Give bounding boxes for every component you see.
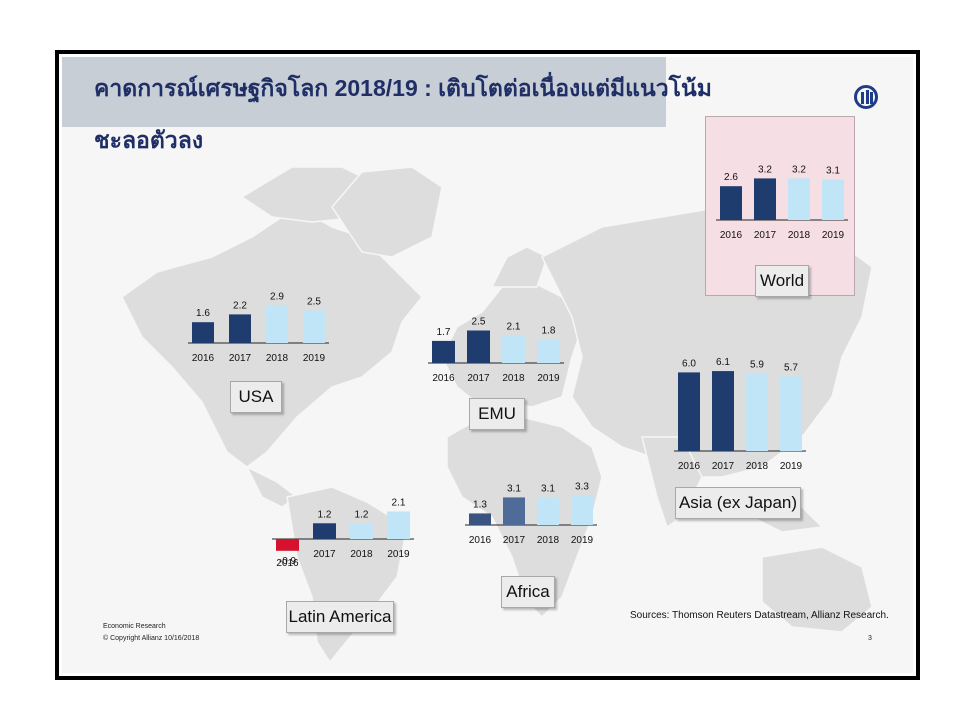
tick-label-world-2019: 2019 (822, 230, 845, 241)
footer-org: Economic Research (103, 623, 166, 630)
footer-copyright: © Copyright Allianz 10/16/2018 (103, 635, 200, 642)
region-label-latin-america: Latin America (286, 601, 394, 633)
tick-label-latam-2018: 2018 (350, 549, 373, 560)
value-label-asia-2018: 5.9 (750, 360, 764, 371)
value-label-africa-2018: 3.1 (541, 483, 555, 494)
tick-label-asia-2018: 2018 (746, 461, 769, 472)
bar-asia-2019 (780, 376, 802, 451)
page-title: คาดการณ์เศรษฐกิจโลก 2018/19 : เติบโตต่อเ… (94, 75, 712, 101)
region-label-emu: EMU (469, 398, 525, 430)
bar-emu-2017 (467, 330, 490, 363)
tick-label-asia-2016: 2016 (678, 461, 701, 472)
value-label-world-2018: 3.2 (792, 164, 806, 175)
value-label-usa-2019: 2.5 (307, 297, 321, 308)
tick-label-latam-2019: 2019 (387, 549, 410, 560)
tick-label-latam-2016: 2016 (276, 558, 299, 569)
title-band (62, 57, 666, 127)
bar-latam-2017 (313, 523, 336, 539)
bar-charts-layer: 2.6 2016 3.2 2017 3.2 2018 3.1 2019 1.6 2016 2.2 20… (188, 164, 848, 569)
value-label-asia-2019: 5.7 (784, 362, 798, 373)
bar-emu-2019 (537, 339, 560, 363)
region-label-usa: USA (230, 381, 282, 413)
tick-label-emu-2019: 2019 (537, 373, 560, 384)
tick-label-world-2018: 2018 (788, 230, 811, 241)
allianz-logo-icon (854, 85, 878, 109)
bar-world-2018 (788, 178, 810, 220)
bar-latam-2018 (350, 523, 373, 539)
value-label-usa-2018: 2.9 (270, 291, 284, 302)
bar-usa-2018 (266, 305, 288, 343)
tick-label-emu-2018: 2018 (502, 373, 525, 384)
sources-note: Sources: Thomson Reuters Datastream, All… (630, 610, 889, 621)
map-australia (761, 546, 873, 633)
value-label-world-2016: 2.6 (724, 172, 738, 183)
region-label-world: World (755, 265, 809, 297)
tick-label-emu-2016: 2016 (432, 373, 455, 384)
tick-label-asia-2017: 2017 (712, 461, 735, 472)
tick-label-africa-2017: 2017 (503, 535, 526, 546)
value-label-usa-2016: 1.6 (196, 308, 210, 319)
bar-africa-2017 (503, 497, 525, 525)
page-number: 3 (868, 635, 872, 642)
bar-world-2017 (754, 178, 776, 220)
tick-label-emu-2017: 2017 (467, 373, 490, 384)
tick-label-usa-2017: 2017 (229, 353, 252, 364)
value-label-latam-2019: 2.1 (392, 497, 406, 508)
bar-usa-2019 (303, 310, 325, 343)
value-label-world-2017: 3.2 (758, 164, 772, 175)
value-label-africa-2016: 1.3 (473, 499, 487, 510)
value-label-latam-2017: 1.2 (318, 509, 332, 520)
bar-africa-2018 (537, 497, 559, 525)
bar-world-2016 (720, 186, 742, 220)
slide: คาดการณ์เศรษฐกิจโลก 2018/19 : เติบโตต่อเ… (62, 57, 913, 673)
bar-emu-2016 (432, 340, 455, 363)
value-label-asia-2016: 6.0 (682, 358, 696, 369)
value-label-emu-2016: 1.7 (437, 327, 451, 338)
tick-label-latam-2017: 2017 (313, 549, 336, 560)
bar-asia-2017 (712, 371, 734, 451)
value-label-asia-2017: 6.1 (716, 357, 730, 368)
page-title-continued: ชะลอตัวลง (94, 127, 204, 153)
bar-latam-2016 (276, 539, 299, 551)
value-label-africa-2019: 3.3 (575, 482, 589, 493)
tick-label-world-2016: 2016 (720, 230, 743, 241)
tick-label-world-2017: 2017 (754, 230, 777, 241)
tick-label-africa-2019: 2019 (571, 535, 594, 546)
bar-world-2019 (822, 179, 844, 220)
value-label-latam-2016: -0.9 (279, 556, 297, 567)
value-label-emu-2018: 2.1 (507, 322, 521, 333)
bar-usa-2016 (192, 322, 214, 343)
bar-asia-2016 (678, 372, 700, 451)
bar-emu-2018 (502, 335, 525, 363)
tick-label-usa-2016: 2016 (192, 353, 215, 364)
bar-latam-2019 (387, 511, 410, 539)
tick-label-usa-2019: 2019 (303, 353, 326, 364)
bar-africa-2016 (469, 513, 491, 525)
tick-label-usa-2018: 2018 (266, 353, 289, 364)
value-label-usa-2017: 2.2 (233, 300, 247, 311)
value-label-latam-2018: 1.2 (355, 509, 369, 520)
bar-usa-2017 (229, 314, 251, 343)
value-label-emu-2019: 1.8 (542, 326, 556, 337)
region-label-africa: Africa (501, 576, 555, 608)
tick-label-africa-2016: 2016 (469, 535, 492, 546)
bar-africa-2019 (571, 495, 593, 525)
tick-label-africa-2018: 2018 (537, 535, 560, 546)
map-scandinavia (490, 246, 548, 288)
bar-asia-2018 (746, 373, 768, 451)
region-label-asia: Asia (ex Japan) (675, 487, 801, 519)
tick-label-asia-2019: 2019 (780, 461, 803, 472)
map-greenland (331, 166, 443, 258)
value-label-emu-2017: 2.5 (472, 317, 486, 328)
value-label-africa-2017: 3.1 (507, 483, 521, 494)
value-label-world-2019: 3.1 (826, 166, 840, 177)
